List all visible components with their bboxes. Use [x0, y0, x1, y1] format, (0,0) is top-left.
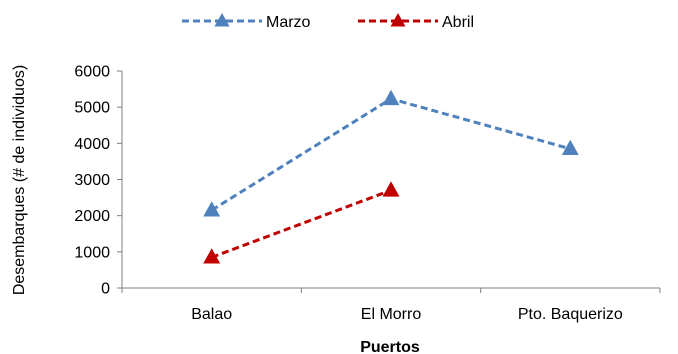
y-tick-label: 5000 [74, 100, 110, 117]
legend-item-abril: Abril [358, 12, 474, 31]
x-tick-label: Balao [191, 306, 232, 323]
x-axis-title: Puertos [360, 339, 420, 354]
y-axis-title: Desembarques (# de individuos) [11, 65, 28, 295]
data-point-marker [203, 248, 221, 264]
data-point-marker [382, 181, 400, 197]
x-axis-ticks: Balao El Morro Pto. Baquerizo [121, 288, 661, 323]
y-tick-label: 0 [101, 281, 110, 298]
x-tick-label: El Morro [361, 306, 422, 323]
legend: Marzo Abril [182, 12, 474, 31]
y-tick-label: 3000 [74, 172, 110, 189]
series-line [211, 188, 392, 259]
x-tick-label: Pto. Baquerizo [518, 306, 623, 323]
data-point-marker [382, 89, 400, 106]
legend-label: Abril [442, 14, 474, 31]
y-tick-label: 6000 [74, 64, 110, 81]
legend-marker [214, 12, 230, 27]
legend-item-marzo: Marzo [182, 12, 311, 31]
legend-marker [390, 12, 406, 27]
y-tick-label: 2000 [74, 208, 110, 225]
legend-label: Marzo [266, 14, 311, 31]
series-abril [203, 181, 400, 264]
plot-area: 0 1000 2000 3000 4000 5000 6000 Balao El Morro P… [74, 64, 661, 323]
data-point-marker [203, 201, 221, 217]
series-layer [203, 89, 579, 264]
y-tick-label: 1000 [74, 244, 110, 261]
y-axis-ticks: 0 1000 2000 3000 4000 5000 6000 [74, 64, 122, 298]
data-point-marker [561, 139, 579, 155]
y-tick-label: 4000 [74, 136, 110, 153]
series-marzo [203, 89, 579, 217]
